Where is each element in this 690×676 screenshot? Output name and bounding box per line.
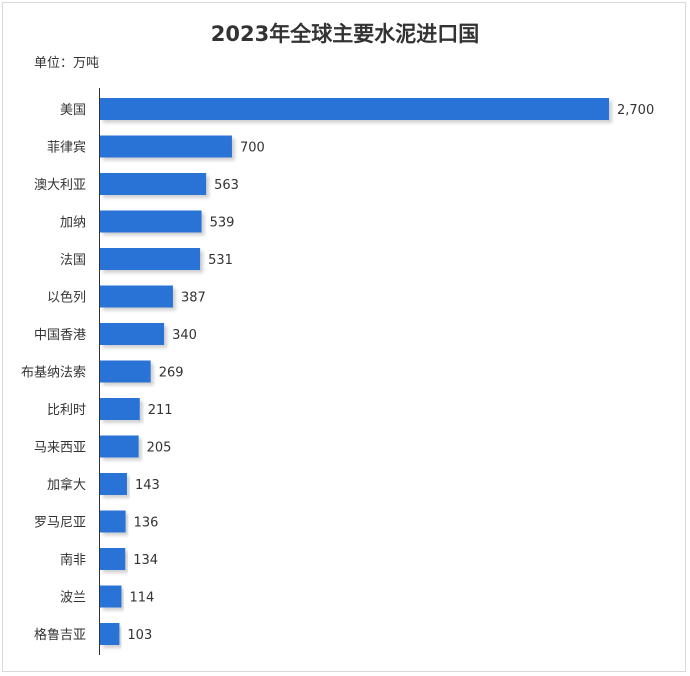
value-label: 269 [159, 366, 184, 381]
category-label: 南非 [60, 552, 86, 568]
category-label: 法国 [60, 253, 86, 268]
value-label: 2,700 [617, 103, 654, 118]
value-label: 531 [208, 253, 233, 268]
value-label: 103 [127, 628, 152, 643]
value-label: 563 [214, 178, 239, 193]
category-label: 布基纳法索 [21, 366, 86, 381]
category-label: 罗马尼亚 [34, 516, 86, 531]
bar [100, 173, 207, 195]
bar [100, 435, 139, 458]
bar [100, 285, 173, 308]
category-label: 以色列 [47, 290, 86, 306]
value-label: 143 [135, 478, 160, 493]
bar [100, 360, 151, 383]
value-label: 387 [181, 291, 206, 306]
unit-label: 单位：万吨 [34, 56, 100, 71]
bar [100, 398, 140, 420]
value-label: 539 [210, 216, 235, 231]
bar [100, 323, 165, 345]
category-label: 马来西亚 [34, 441, 86, 456]
category-label: 中国香港 [34, 328, 86, 343]
value-label: 211 [148, 403, 173, 418]
bar [100, 98, 609, 120]
value-label: 340 [172, 328, 197, 343]
category-label: 美国 [60, 103, 86, 118]
category-label: 格鲁吉亚 [34, 627, 86, 643]
value-label: 114 [129, 591, 154, 606]
bar [100, 585, 122, 608]
bar [100, 623, 120, 645]
bar [100, 248, 201, 270]
value-label: 205 [147, 441, 172, 456]
value-label: 700 [240, 141, 265, 156]
value-label: 136 [134, 516, 159, 531]
bar [100, 510, 126, 533]
bar [100, 210, 202, 233]
chart-title: 2023年全球主要水泥进口国 [210, 22, 480, 46]
value-label: 134 [133, 553, 158, 568]
bar [100, 135, 232, 158]
category-label: 比利时 [47, 403, 86, 418]
bar [100, 548, 126, 570]
category-label: 澳大利亚 [34, 177, 86, 193]
bar [100, 473, 127, 495]
category-label: 加纳 [60, 216, 86, 231]
category-label: 加拿大 [47, 477, 86, 493]
category-label: 波兰 [60, 591, 86, 606]
category-label: 菲律宾 [47, 140, 86, 156]
